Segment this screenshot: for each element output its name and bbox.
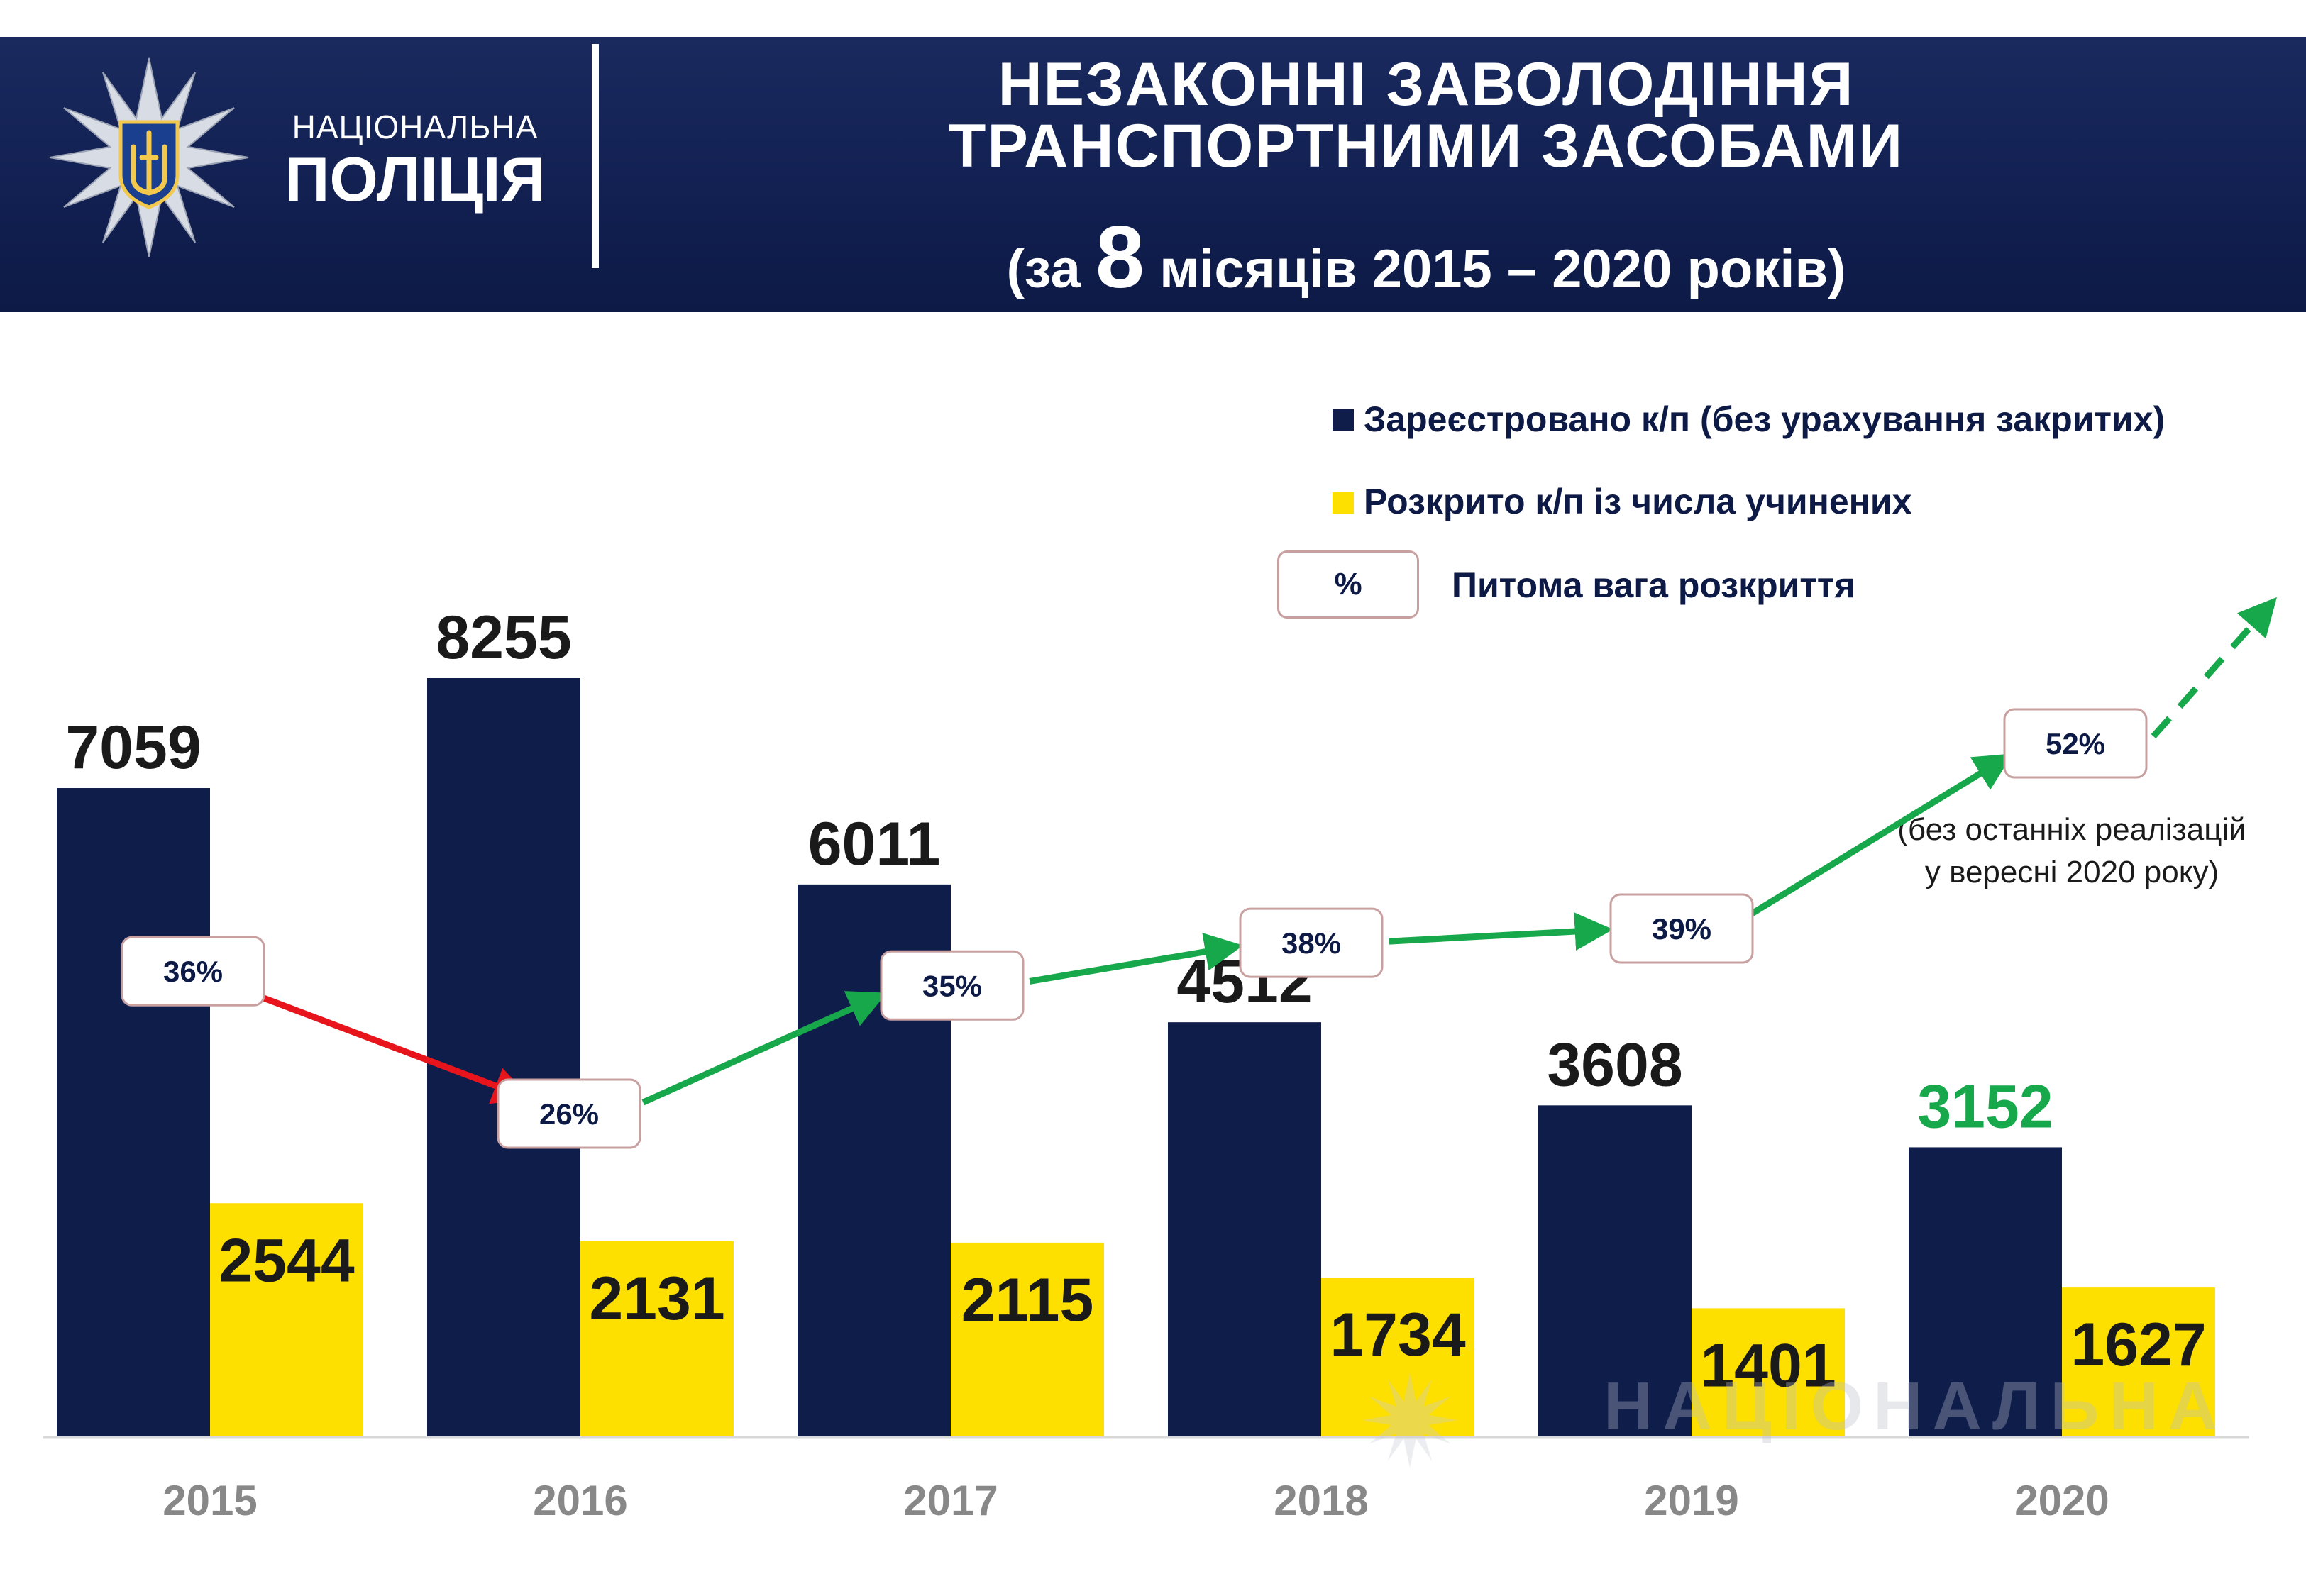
bar-solved-2020 (2062, 1287, 2215, 1437)
bar-registered-2019 (1538, 1105, 1692, 1437)
brand-name-top: НАЦІОНАЛЬНА (292, 109, 539, 145)
subtitle-number: 8 (1095, 209, 1144, 306)
bar-registered-2015 (57, 788, 210, 1437)
subtitle-post: місяців 2015 – 2020 років) (1159, 239, 1846, 299)
rate-label-2017: 35% (922, 969, 982, 1002)
trend-arrow-up-2020 (1750, 753, 2013, 916)
x-tick-label-2015: 2015 (162, 1477, 257, 1524)
bar-solved-2017 (951, 1242, 1104, 1437)
rate-box-2020 (2003, 708, 2148, 779)
brand-name-bottom: ПОЛІЦІЯ (285, 144, 546, 214)
page-subtitle: (за 8 місяців 2015 – 2020 років) (610, 207, 2242, 308)
value-label-registered-2020: 3152 (1917, 1073, 2053, 1141)
rate-box-2018 (1239, 907, 1384, 978)
bar-registered-2020 (1909, 1147, 2062, 1437)
bar-solved-2015 (210, 1203, 363, 1437)
legend-swatch-solved (1333, 492, 1354, 514)
watermark-text: НАЦІОНАЛЬНА (1604, 1368, 2227, 1444)
value-label-registered-2017: 6011 (808, 810, 941, 878)
bar-registered-2018 (1168, 1022, 1321, 1437)
x-tick-label-2018: 2018 (1274, 1477, 1368, 1524)
value-label-solved-2019: 1401 (1700, 1331, 1836, 1400)
rate-box-2016 (497, 1078, 641, 1149)
value-label-registered-2016: 8255 (436, 604, 571, 672)
legend-label-registered: Зареєстровано к/п (без урахування закрит… (1364, 399, 2166, 439)
police-star-icon (49, 57, 249, 257)
value-label-registered-2019: 3608 (1547, 1031, 1682, 1099)
footnote-2020: (без останніх реалізацій у вересні 2020 … (1845, 809, 2299, 894)
header-banner: НАЦІОНАЛЬНА ПОЛІЦІЯ НЕЗАКОННІ ЗАВОЛОДІНН… (0, 37, 2306, 312)
footnote-line1: (без останніх реалізацій (1897, 812, 2246, 847)
rate-box-2019 (1609, 893, 1754, 964)
rate-box-2017 (880, 950, 1025, 1021)
value-label-solved-2017: 2115 (961, 1266, 1094, 1334)
x-tick-label-2020: 2020 (2014, 1477, 2109, 1524)
value-label-solved-2020: 1627 (2070, 1311, 2206, 1379)
rate-label-2016: 26% (539, 1097, 599, 1131)
legend-swatch-registered (1333, 409, 1354, 431)
legend-percent-box: % (1277, 550, 1419, 619)
value-label-solved-2016: 2131 (589, 1265, 724, 1333)
value-label-solved-2015: 2544 (219, 1226, 354, 1295)
value-label-solved-2018: 1734 (1330, 1301, 1465, 1369)
rate-label-2019: 39% (1652, 912, 1711, 946)
bar-registered-2016 (427, 678, 580, 1437)
trend-arrow-down-2016 (238, 985, 532, 1104)
trend-arrow-up-2019 (1389, 912, 1613, 951)
rate-label-2015: 36% (163, 955, 223, 988)
page-title-line1: НЕЗАКОННІ ЗАВОЛОДІННЯ (998, 50, 1855, 118)
value-label-registered-2015: 7059 (65, 714, 201, 782)
trend-arrow-up-2017 (641, 991, 887, 1106)
bar-solved-2018 (1321, 1278, 1474, 1437)
trend-arrow-up-2018 (1029, 933, 1244, 985)
trend-arrow-projection (2151, 597, 2277, 738)
legend-label-percent: Питома вага розкриття (1452, 565, 1855, 605)
rate-label-2018: 38% (1281, 926, 1341, 960)
x-tick-label-2019: 2019 (1644, 1477, 1738, 1524)
x-tick-label-2016: 2016 (533, 1477, 627, 1524)
page-title-line2: ТРАНСПОРТНИМИ ЗАСОБАМИ (948, 112, 1904, 180)
x-tick-label-2017: 2017 (903, 1477, 998, 1524)
bar-solved-2016 (580, 1241, 734, 1437)
watermark-star-icon (1362, 1372, 1458, 1468)
bar-solved-2019 (1692, 1308, 1845, 1437)
rate-box-2015 (121, 936, 265, 1007)
rate-label-2020: 52% (2046, 727, 2105, 760)
header-divider (592, 44, 599, 268)
footnote-line2: у вересні 2020 року) (1924, 855, 2219, 890)
subtitle-pre: (за (1006, 239, 1081, 299)
legend-label-solved: Розкрито к/п із числа учинених (1364, 482, 1912, 521)
